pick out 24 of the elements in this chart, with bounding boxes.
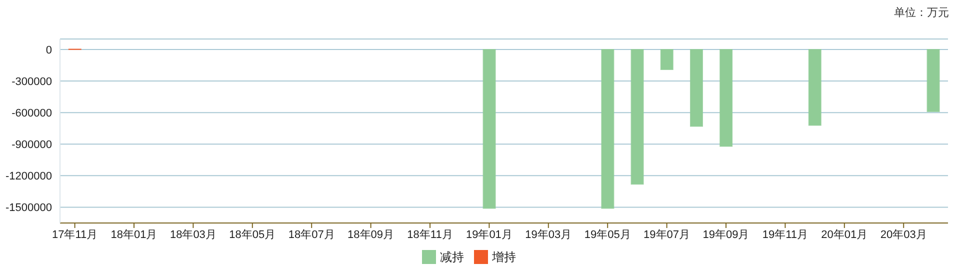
x-tick-label: 19年07月 (644, 228, 690, 241)
x-tick-label: 20年01月 (821, 228, 868, 241)
y-tick-label: -1500000 (6, 202, 52, 214)
text: 单位：万元 (894, 6, 949, 20)
x-tick-label: 19年01月 (466, 228, 512, 241)
y-tick-label: -300000 (12, 76, 52, 88)
x-tick-label: 18年03月 (170, 228, 216, 241)
x-tick-label: 18年07月 (288, 228, 335, 241)
x-tick-label: 20年03月 (880, 228, 927, 241)
legend-label: 减持 (440, 250, 464, 264)
x-tick-label: 18年11月 (407, 228, 453, 241)
y-tick-label: -1200000 (6, 170, 52, 183)
x-tick-label: 18年09月 (348, 228, 394, 241)
x-tick-label: 19年11月 (762, 228, 808, 241)
x-tick-label: 19年09月 (702, 228, 750, 241)
x-tick-label: 18年05月 (229, 228, 276, 241)
x-tick-label: 18年01月 (110, 228, 158, 241)
y-tick-label: -600000 (12, 108, 52, 120)
x-tick-label: 17年11月 (52, 228, 98, 241)
x-tick-label: 19年03月 (525, 228, 572, 241)
x-tick-label: 19年05月 (584, 228, 631, 241)
y-tick-label: -900000 (12, 139, 52, 152)
legend-label: 增持 (492, 250, 516, 264)
y-tick-label: 0 (46, 44, 52, 56)
